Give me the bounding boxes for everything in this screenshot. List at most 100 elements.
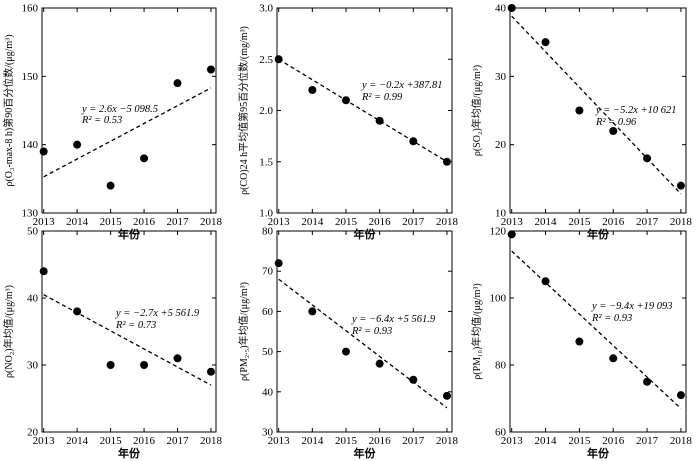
x-tick-label: 2014	[301, 216, 324, 228]
trend-line	[278, 58, 448, 163]
fit-r-squared: R² = 0.93	[351, 326, 392, 337]
x-tick-label: 2018	[200, 435, 223, 447]
x-tick-label: 2013	[501, 216, 524, 228]
fit-r-squared: R² = 0.99	[361, 92, 403, 103]
data-point	[676, 181, 685, 190]
chart-panel-3: 10 20 30 40 2013 2014 2015 2016 2017 2018 年份 ρ(SO₂)…	[470, 3, 692, 242]
chart-panel-5: 30 40 50 60 70 80 2013 2014 2015 2016 2017 2018 年份 ρ(…	[237, 226, 458, 461]
x-tick-label: 2016	[133, 435, 156, 447]
data-point	[73, 140, 82, 149]
x-axis-label: 年份	[354, 227, 377, 241]
x-tick-label: 2018	[436, 435, 459, 447]
y-axis-label: ρ(PM₁₀)年均值/(μg/m³)	[470, 283, 483, 379]
data-point	[274, 259, 283, 268]
data-point	[106, 181, 115, 190]
fit-equation: y = −0.2x +387.81	[361, 80, 442, 91]
plot-frame	[509, 230, 687, 433]
y-tick-label: 40	[27, 293, 39, 305]
x-tick-label: 2015	[335, 216, 358, 228]
data-point	[442, 391, 451, 400]
y-tick-label: 20	[495, 139, 507, 151]
x-tick-label: 2017	[402, 216, 425, 228]
data-point	[206, 367, 215, 376]
trend-line	[43, 294, 212, 386]
y-tick-label: 60	[495, 427, 507, 439]
y-tick-label: 40	[262, 386, 274, 398]
x-tick-label: 2013	[33, 435, 56, 447]
y-tick-label: 50	[262, 346, 274, 358]
y-tick-label: 1.5	[259, 156, 273, 168]
fit-equation: y = −2.7x +5 561.9	[115, 308, 200, 319]
trend-line	[511, 15, 682, 195]
data-point	[206, 65, 215, 74]
data-point	[173, 79, 182, 88]
x-tick-label: 2013	[33, 216, 56, 228]
y-tick-label: 30	[27, 360, 39, 372]
fit-equation: y = −5.2x +10 621	[595, 105, 676, 116]
plot-frame	[41, 7, 217, 214]
x-tick-label: 2015	[568, 435, 591, 447]
trend-line	[511, 250, 682, 410]
y-tick-label: 1.0	[259, 208, 273, 220]
data-point	[409, 137, 418, 146]
data-point	[676, 391, 685, 400]
trend-line	[278, 278, 448, 409]
y-tick-label: 140	[22, 139, 39, 151]
x-tick-label: 2017	[636, 216, 659, 228]
x-tick-label: 2016	[369, 216, 392, 228]
y-tick-label: 50	[27, 226, 39, 238]
y-tick-label: 150	[22, 71, 39, 83]
y-tick-label: 2.5	[259, 54, 273, 66]
chart-panel-2: 1.0 1.5 2.0 2.5 3.0 2013 2014 2015 2016 2017 2018 年…	[237, 3, 458, 242]
fit-r-squared: R² = 0.93	[591, 313, 632, 324]
x-tick-label: 2016	[133, 216, 156, 228]
x-tick-label: 2018	[670, 435, 693, 447]
data-point	[442, 157, 451, 166]
y-axis-label: ρ(PM₂.₅)年均值/(μg/m³)	[237, 282, 250, 381]
data-point	[575, 106, 584, 115]
data-point	[409, 375, 418, 384]
data-point	[341, 96, 350, 105]
y-tick-label: 20	[27, 427, 39, 439]
x-tick-label: 2013	[501, 435, 524, 447]
y-tick-label: 3.0	[259, 3, 273, 15]
x-tick-label: 2016	[369, 435, 392, 447]
plot-frame	[41, 230, 217, 433]
data-point	[308, 86, 317, 94]
x-tick-label: 2017	[636, 435, 659, 447]
x-axis-label: 年份	[587, 446, 610, 460]
data-point	[39, 147, 48, 156]
data-point	[173, 354, 182, 363]
x-tick-label: 2013	[268, 435, 291, 447]
y-axis-label: ρ(SO₂)年均值/(μg/m³)	[470, 65, 483, 156]
y-tick-label: 30	[495, 71, 507, 83]
x-axis-label: 年份	[354, 446, 377, 460]
data-point	[341, 347, 350, 356]
x-tick-label: 2017	[167, 216, 190, 228]
x-tick-label: 2014	[535, 216, 558, 228]
y-tick-label: 130	[22, 208, 39, 220]
x-tick-label: 2014	[66, 435, 89, 447]
data-point	[375, 116, 384, 125]
y-axis-label: ρ(NO₂)年均值/(μg/m³)	[2, 285, 15, 378]
x-tick-label: 2016	[602, 435, 625, 447]
x-tick-label: 2014	[66, 216, 89, 228]
data-point	[274, 55, 283, 64]
x-tick-label: 2015	[568, 216, 591, 228]
x-axis-label: 年份	[118, 227, 141, 241]
y-tick-label: 30	[262, 427, 274, 439]
plot-frame	[276, 7, 453, 214]
x-tick-label: 2013	[268, 216, 291, 228]
x-axis-label: 年份	[587, 227, 610, 241]
x-tick-label: 2015	[335, 435, 358, 447]
y-tick-label: 160	[22, 3, 39, 15]
x-axis-label: 年份	[118, 446, 141, 460]
data-point	[308, 307, 317, 316]
y-tick-label: 80	[262, 226, 274, 238]
y-tick-label: 120	[490, 226, 507, 238]
data-point	[507, 4, 516, 12]
data-point	[609, 354, 618, 363]
x-tick-label: 2017	[402, 435, 425, 447]
y-tick-label: 60	[262, 306, 274, 318]
fit-r-squared: R² = 0.53	[81, 115, 122, 126]
